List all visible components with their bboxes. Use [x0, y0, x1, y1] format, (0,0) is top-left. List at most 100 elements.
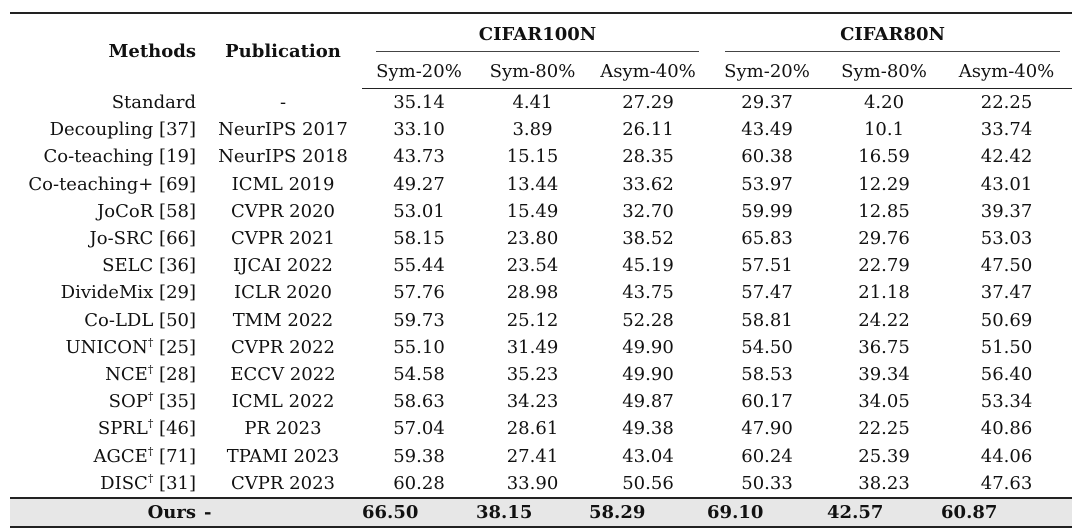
method-name: UNICON — [65, 336, 148, 358]
value-cell: 49.87 — [622, 391, 674, 413]
citation-ref: [31] — [159, 472, 196, 494]
value-cell: 38.23 — [858, 472, 910, 494]
citation-ref: [71] — [159, 445, 196, 467]
dagger-mark: † — [147, 417, 154, 431]
table-row: Co-teaching [19] NeurIPS 2018 43.73 15.15 28… — [10, 143, 1072, 170]
publication-cell: NeurIPS 2017 — [218, 119, 348, 141]
ours-value: 69.10 — [707, 496, 828, 528]
table-row: DivideMix [29] ICLR 2020 57.76 28.98 43.75 57… — [10, 279, 1072, 306]
value-cell: 39.34 — [858, 363, 910, 385]
dagger-mark: † — [147, 335, 154, 349]
publication-cell: ICML 2022 — [231, 391, 335, 413]
value-cell: 54.58 — [393, 363, 445, 385]
value-cell: 37.47 — [980, 282, 1033, 304]
value-cell: 35.23 — [506, 363, 559, 385]
value-cell: 49.90 — [622, 336, 674, 358]
value-cell: 38.52 — [622, 228, 674, 250]
value-cell: 44.06 — [980, 445, 1033, 467]
publication-cell: ICLR 2020 — [234, 282, 332, 304]
value-cell: 53.01 — [393, 200, 445, 222]
method-cell: DISC† [31] — [10, 470, 204, 498]
value-cell: 33.10 — [393, 119, 445, 141]
method-cell: DivideMix [29] — [10, 279, 204, 306]
citation-ref: [35] — [159, 391, 196, 413]
value-cell: 22.25 — [858, 418, 910, 440]
value-cell: 33.62 — [622, 173, 674, 195]
method-cell: NCE† [28] — [10, 361, 204, 388]
value-cell: 40.86 — [980, 418, 1033, 440]
value-cell: 60.38 — [741, 146, 793, 168]
ours-row: Ours - 66.50 38.15 58.29 69.10 42.57 60.… — [10, 496, 1073, 528]
value-cell: 60.28 — [393, 472, 445, 494]
value-cell: 22.25 — [980, 92, 1033, 114]
value-cell: 34.05 — [858, 391, 910, 413]
value-cell: 57.76 — [393, 282, 445, 304]
value-cell: 4.20 — [863, 92, 905, 114]
dagger-mark: † — [147, 362, 154, 376]
value-cell: 58.81 — [741, 309, 793, 331]
value-cell: 15.15 — [506, 146, 559, 168]
table-row: NCE† [28] ECCV 2022 54.58 35.23 49.90 58.53 39… — [10, 361, 1072, 388]
value-cell: 27.29 — [622, 92, 674, 114]
publication-cell: TMM 2022 — [232, 309, 334, 331]
group-label-cifar80n: CIFAR80N — [725, 17, 1061, 52]
value-cell: 43.75 — [622, 282, 674, 304]
citation-ref: [46] — [159, 418, 196, 440]
publication-cell: ECCV 2022 — [230, 363, 336, 385]
value-cell: 4.41 — [512, 92, 553, 114]
citation-ref: [19] — [159, 146, 196, 168]
method-name: Co-teaching+ — [28, 173, 154, 195]
value-cell: 39.37 — [980, 200, 1033, 222]
citation-ref: [66] — [159, 228, 196, 250]
value-cell: 49.90 — [622, 363, 674, 385]
value-cell: 32.70 — [622, 200, 674, 222]
value-cell: 51.50 — [980, 336, 1033, 358]
value-cell: 59.38 — [393, 445, 445, 467]
subheader-cell: Sym-20% — [362, 54, 476, 89]
table-row: DISC† [31] CVPR 2023 60.28 33.90 50.56 50.33 3… — [10, 470, 1072, 498]
value-cell: 33.90 — [506, 472, 559, 494]
dagger-mark: † — [147, 390, 154, 404]
value-cell: 12.85 — [858, 200, 910, 222]
value-cell: 12.29 — [858, 173, 910, 195]
table-body: Standard -35.14 4.41 27.29 29.37 4.20 22.25 Dec… — [10, 89, 1073, 528]
method-name: JoCoR — [97, 200, 154, 222]
method-name: AGCE — [93, 445, 148, 467]
ours-value: 58.29 — [589, 496, 708, 528]
value-cell: 24.22 — [858, 309, 910, 331]
ours-value: 38.15 — [476, 496, 589, 528]
method-name: NCE — [105, 363, 148, 385]
header-publication: Publication — [204, 12, 362, 89]
value-cell: 45.19 — [622, 255, 674, 277]
value-cell: 49.38 — [622, 418, 674, 440]
value-cell: 33.74 — [980, 119, 1033, 141]
citation-ref: [50] — [159, 309, 196, 331]
value-cell: 34.23 — [506, 391, 559, 413]
table-row: AGCE† [71] TPAMI 2023 59.38 27.41 43.04 60.24… — [10, 442, 1072, 469]
method-name: DivideMix — [60, 282, 154, 304]
value-cell: 13.44 — [506, 173, 559, 195]
value-cell: 43.49 — [741, 119, 793, 141]
value-cell: 55.44 — [393, 255, 445, 277]
value-cell: 16.59 — [858, 146, 910, 168]
citation-ref: [28] — [159, 363, 196, 385]
subheader-cell: Sym-20% — [707, 54, 828, 89]
citation-ref: [69] — [159, 173, 196, 195]
table-row: Jo-SRC [66] CVPR 2021 58.15 23.80 38.52 65.83… — [10, 225, 1072, 252]
value-cell: 49.27 — [393, 173, 445, 195]
table-row: SELC [36] IJCAI 2022 55.44 23.54 45.19 57.51 2… — [10, 252, 1072, 279]
value-cell: 29.76 — [858, 228, 910, 250]
publication-cell: NeurIPS 2018 — [218, 146, 348, 168]
subheader-cell: Sym-80% — [476, 54, 589, 89]
table-row: SOP† [35] ICML 2022 58.63 34.23 49.87 60.17 34… — [10, 388, 1072, 415]
value-cell: 53.34 — [980, 391, 1033, 413]
table-row: SPRL† [46] PR 2023 57.04 28.61 49.38 47.90 22.… — [10, 415, 1072, 442]
value-cell: 28.35 — [622, 146, 674, 168]
value-cell: 28.61 — [506, 418, 559, 440]
value-cell: 59.73 — [393, 309, 445, 331]
method-name: Jo-SRC — [89, 228, 154, 250]
method-cell: Co-LDL [50] — [10, 307, 204, 334]
method-cell: JoCoR [58] — [10, 198, 204, 225]
ours-value: 42.57 — [827, 496, 942, 528]
method-name: SELC — [102, 255, 154, 277]
